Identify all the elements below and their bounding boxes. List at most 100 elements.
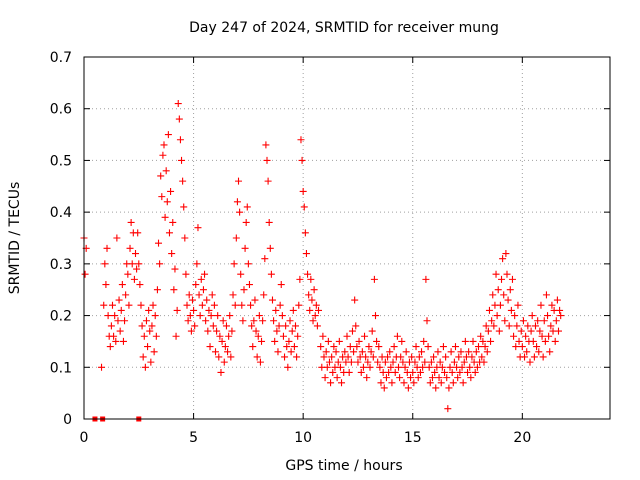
data-point [456, 368, 464, 376]
data-point [535, 348, 543, 356]
data-point [174, 100, 182, 108]
data-point [471, 368, 479, 376]
data-point [490, 322, 498, 330]
data-point [228, 327, 236, 335]
data-point [291, 322, 299, 330]
data-point [355, 337, 363, 345]
data-point [346, 343, 354, 351]
data-point [351, 296, 359, 304]
data-point [506, 286, 514, 294]
y-tick-label: 0.2 [50, 309, 72, 325]
data-points [80, 100, 565, 413]
data-point [264, 177, 272, 185]
data-point [183, 301, 191, 309]
data-point [345, 368, 353, 376]
data-point [361, 332, 369, 340]
data-point [545, 332, 553, 340]
data-point [317, 343, 325, 351]
data-point [140, 332, 148, 340]
data-point [256, 358, 264, 366]
data-point [113, 234, 121, 242]
data-point [334, 358, 342, 366]
data-point [176, 136, 184, 144]
data-point [492, 270, 500, 278]
data-point [380, 384, 388, 392]
data-point [547, 322, 555, 330]
data-point [244, 260, 252, 268]
data-point [139, 353, 147, 361]
data-point [236, 208, 244, 216]
data-point [159, 151, 167, 159]
data-point [156, 260, 164, 268]
data-point [263, 156, 271, 164]
y-tick-label: 0 [63, 412, 72, 428]
data-point [277, 281, 285, 289]
data-point [475, 343, 482, 351]
data-point [479, 337, 487, 345]
data-point [106, 343, 114, 351]
data-point [306, 306, 314, 314]
data-point [158, 193, 166, 201]
data-point [321, 374, 329, 382]
data-point [241, 244, 249, 252]
data-point [441, 368, 449, 376]
data-point [391, 368, 399, 376]
data-point [276, 301, 284, 309]
data-point [104, 312, 112, 320]
data-point [531, 322, 539, 330]
data-point [422, 275, 430, 283]
data-point [537, 301, 545, 309]
data-point [195, 291, 203, 299]
data-point [242, 218, 250, 226]
data-point [414, 374, 422, 382]
data-point [426, 379, 434, 387]
data-point [324, 337, 332, 345]
data-point [420, 337, 428, 345]
data-point [304, 270, 312, 278]
data-point [554, 327, 562, 335]
data-point [435, 374, 443, 382]
data-point [194, 224, 202, 232]
data-point [410, 379, 418, 387]
data-point [199, 286, 207, 294]
data-point [522, 332, 530, 340]
data-point [447, 348, 455, 356]
data-point [283, 343, 291, 351]
data-point [164, 131, 172, 139]
data-point [415, 353, 423, 361]
data-point [359, 363, 367, 371]
data-point [185, 291, 193, 299]
data-point [501, 317, 509, 325]
data-point [180, 203, 188, 211]
data-point [247, 301, 255, 309]
data-point [221, 343, 229, 351]
data-point [536, 327, 544, 335]
data-point [336, 363, 344, 371]
data-point [312, 301, 320, 309]
data-point [132, 250, 140, 258]
data-point [172, 332, 180, 340]
data-point [364, 358, 372, 366]
data-point [265, 218, 273, 226]
data-point [353, 343, 361, 351]
data-point [377, 379, 385, 387]
data-point [451, 343, 459, 351]
y-axis-label: SRMTID / TECUs [7, 182, 23, 295]
axis-ticks [83, 56, 610, 420]
grid-lines [84, 57, 610, 419]
data-point [296, 275, 304, 283]
data-point [100, 301, 108, 309]
data-point [477, 332, 485, 340]
data-point [232, 234, 240, 242]
data-point [240, 286, 248, 294]
data-point [205, 306, 213, 314]
data-point [182, 270, 190, 278]
data-point [112, 337, 120, 345]
data-point [178, 156, 186, 164]
data-point [335, 337, 343, 345]
data-point [465, 348, 473, 356]
data-point [155, 239, 163, 247]
data-point [430, 353, 438, 361]
data-point [165, 229, 173, 237]
data-point [557, 312, 565, 320]
